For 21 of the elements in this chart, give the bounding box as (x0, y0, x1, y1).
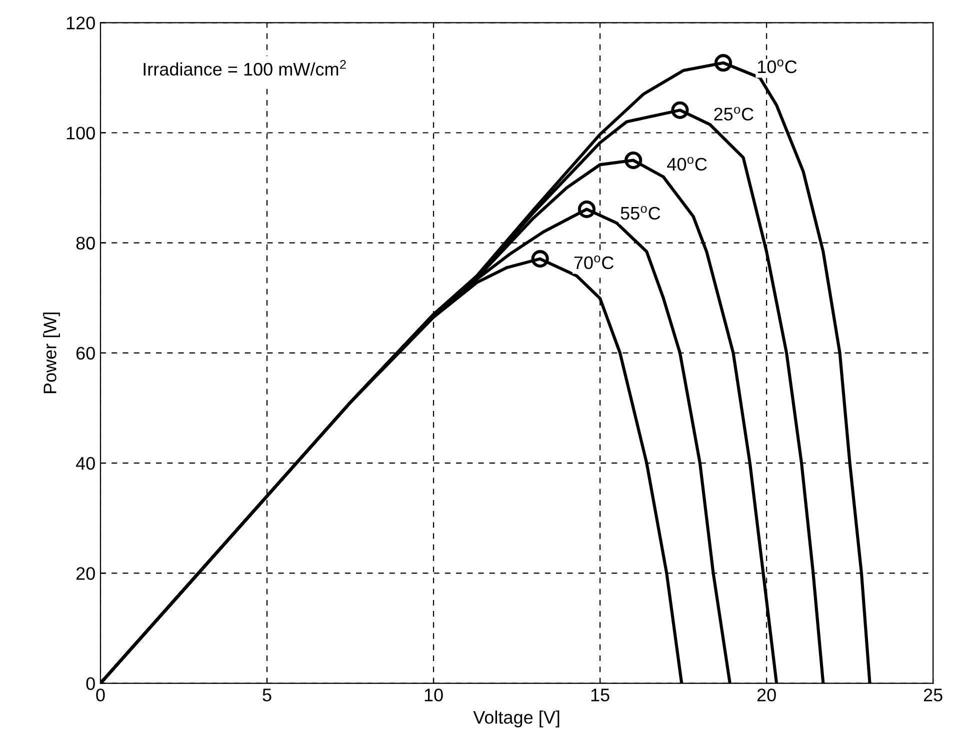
x-axis-title: Voltage [V] (473, 710, 560, 728)
y-tick-label: 120 (66, 16, 95, 30)
y-tick-label: 20 (76, 567, 95, 580)
x-tick-label: 10 (424, 688, 443, 702)
x-tick-label: 20 (757, 688, 776, 702)
x-tick-label: 25 (924, 688, 942, 702)
series-label: 70$^{o}$C (574, 256, 614, 270)
x-tick-label: 0 (96, 688, 105, 702)
x-tick-label: 15 (591, 688, 610, 702)
x-tick-label: 5 (262, 688, 272, 702)
y-tick-label: 100 (66, 126, 95, 140)
series-label: 25$^{o}$C (714, 106, 754, 121)
series-label: 10$^{o}$C (758, 60, 797, 74)
series-label: 40$^{o}$C (667, 156, 707, 171)
y-tick-label: 80 (76, 236, 95, 250)
annotation: Irradiance = 100 mW/cm$^{2}$ (144, 60, 346, 76)
series-label: 55$^{o}$C (620, 206, 660, 220)
y-tick-label: 60 (76, 346, 95, 360)
y-tick-label: 40 (76, 457, 95, 470)
y-axis-title: Power [W] (43, 312, 60, 394)
y-tick-label: 0 (86, 677, 95, 690)
